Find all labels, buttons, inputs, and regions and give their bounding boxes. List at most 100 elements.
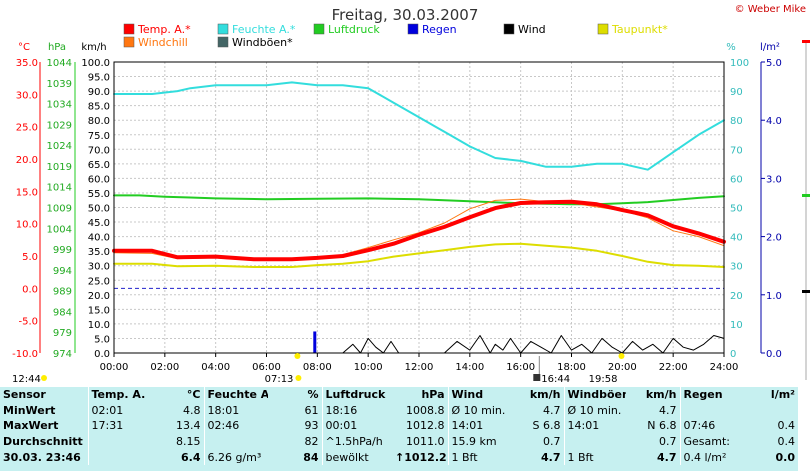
wind-unit-label: km/h	[81, 42, 106, 53]
series-line-taupunkt	[113, 242, 725, 268]
wind-tick-label: 85.0	[88, 102, 110, 113]
sun-icon	[295, 375, 302, 381]
legend-label: Taupunkt*	[611, 23, 668, 36]
right-strip	[798, 387, 810, 471]
wind-tick-label: 90.0	[88, 87, 110, 98]
gust-value: 4.7	[659, 403, 677, 417]
pressure-tick-label: 994	[53, 266, 72, 277]
hum-header: Feuchte A.	[203, 387, 268, 403]
moon-icon	[533, 374, 541, 381]
pressure-tick-label: 984	[53, 307, 72, 318]
press-value: 1012.8	[406, 419, 445, 433]
legend-swatch	[597, 23, 609, 35]
wind-tick-label: 75.0	[88, 131, 110, 142]
gust-value: 0.7	[659, 435, 677, 449]
temp-unit-header: °C	[186, 388, 201, 402]
gust-value: N 6.8	[647, 419, 677, 433]
wind-header: Wind	[447, 387, 508, 403]
temp-tick-label: 15.0	[16, 187, 38, 198]
humidity-tick-label: 30	[730, 262, 743, 273]
row-label: MaxWert	[3, 419, 59, 433]
sunset-icon	[618, 353, 625, 359]
rain-value: 0.4	[777, 435, 796, 449]
summary-row-min: MinWert 02:01 4.8 18:01 61 18:16 1008.8 …	[0, 402, 798, 419]
sunshine-duration-label: 12:44	[12, 374, 41, 385]
time-tick-label: 20:00	[608, 362, 637, 373]
humidity-tick-label: 100	[730, 58, 749, 69]
legend-swatch	[123, 36, 135, 48]
rain-value	[746, 403, 798, 419]
pressure-tick-label: 1039	[47, 79, 72, 90]
sun-icon	[41, 375, 47, 381]
rain-tick-label: 5.0	[766, 58, 782, 69]
weather-chart: Freitag, 30.03.2007 © Weber Mike Temp. A…	[12, 4, 810, 385]
wind-label: 14:01	[447, 418, 508, 434]
row-label: 30.03. 23:46	[3, 450, 81, 464]
press-time: 00:01	[321, 418, 392, 434]
pressure-tick-label: 989	[53, 287, 72, 298]
temp-unit-label: °C	[18, 42, 30, 53]
wind-tick-label: 50.0	[88, 204, 110, 215]
wind-tick-label: 45.0	[88, 218, 110, 229]
temp-value: 4.8	[183, 403, 201, 417]
wind-tick-label: 65.0	[88, 160, 110, 171]
temp-header: Temp. A.	[87, 387, 148, 403]
time-tick-label: 14:00	[455, 362, 484, 373]
rain-unit-label: l/m²	[760, 42, 780, 53]
humidity-unit-label: %	[726, 42, 736, 53]
rain-value: 0.4	[777, 419, 796, 433]
gust-label	[563, 433, 626, 450]
humidity-tick-label: 10	[730, 320, 743, 331]
wind-tick-label: 40.0	[88, 233, 110, 244]
temp-time: 17:31	[87, 418, 148, 434]
pressure-tick-label: 1014	[47, 183, 72, 194]
hum-value: 84	[303, 450, 319, 464]
rain-time: 07:46	[679, 418, 746, 434]
wind-value: S 6.8	[532, 419, 561, 433]
time-tick-label: 24:00	[710, 362, 739, 373]
summary-row-max: MaxWert 17:31 13.4 02:46 93 00:01 1012.8…	[0, 418, 798, 434]
temp-tick-label: -10.0	[12, 349, 38, 360]
temp-value: 8.15	[176, 435, 201, 449]
pressure-tick-label: 1044	[47, 58, 72, 69]
pressure-tick-label: 1029	[47, 120, 72, 131]
pressure-tick-label: 999	[53, 245, 72, 256]
temp-time: 02:01	[87, 402, 148, 419]
rain-label	[679, 402, 746, 419]
row-label: MinWert	[3, 403, 56, 417]
wind-tick-label: 100.0	[81, 58, 110, 69]
press-value: 1011.0	[406, 435, 445, 449]
wind-tick-label: 0.0	[94, 349, 110, 360]
plot-frame	[113, 61, 725, 354]
pressure-tick-label: 1034	[47, 100, 72, 111]
sunrise-label: 07:13	[265, 374, 294, 385]
press-value: 1008.8	[406, 403, 445, 417]
gust-label: 14:01	[563, 418, 626, 434]
pressure-tick-label: 979	[53, 328, 72, 339]
rain-tick-label: 2.0	[766, 233, 782, 244]
legend-label: Luftdruck	[328, 23, 380, 36]
hum-time: 02:46	[203, 418, 268, 434]
wind-tick-label: 10.0	[88, 320, 110, 331]
legend-label: Temp. A.*	[137, 23, 191, 36]
press-trend: ^1.5hPa/h	[321, 433, 392, 450]
legend-swatch	[503, 23, 515, 35]
series-line-wind	[113, 335, 725, 354]
summary-row-avg: Durchschnitt 8.15 82 ^1.5hPa/h 1011.0 15…	[0, 433, 798, 450]
time-tick-label: 02:00	[150, 362, 179, 373]
pressure-tick-label: 1019	[47, 162, 72, 173]
time-tick-label: 10:00	[354, 362, 383, 373]
rain-total: 0.4 l/m²	[679, 449, 746, 465]
temp-tick-label: 5.0	[22, 252, 38, 263]
rain-unit-header: l/m²	[770, 388, 795, 402]
sunrise-icon	[294, 353, 301, 359]
row-label: Durchschnitt	[3, 435, 83, 449]
wind-tick-label: 60.0	[88, 174, 110, 185]
wind-label: Ø 10 min.	[447, 402, 508, 419]
rain-value: 0.0	[775, 450, 796, 464]
wind-value: 4.7	[543, 403, 561, 417]
press-value: ↑1012.2	[395, 450, 447, 464]
press-unit-header: hPa	[421, 388, 445, 402]
pressure-unit-label: hPa	[48, 42, 66, 53]
humidity-tick-label: 20	[730, 291, 743, 302]
